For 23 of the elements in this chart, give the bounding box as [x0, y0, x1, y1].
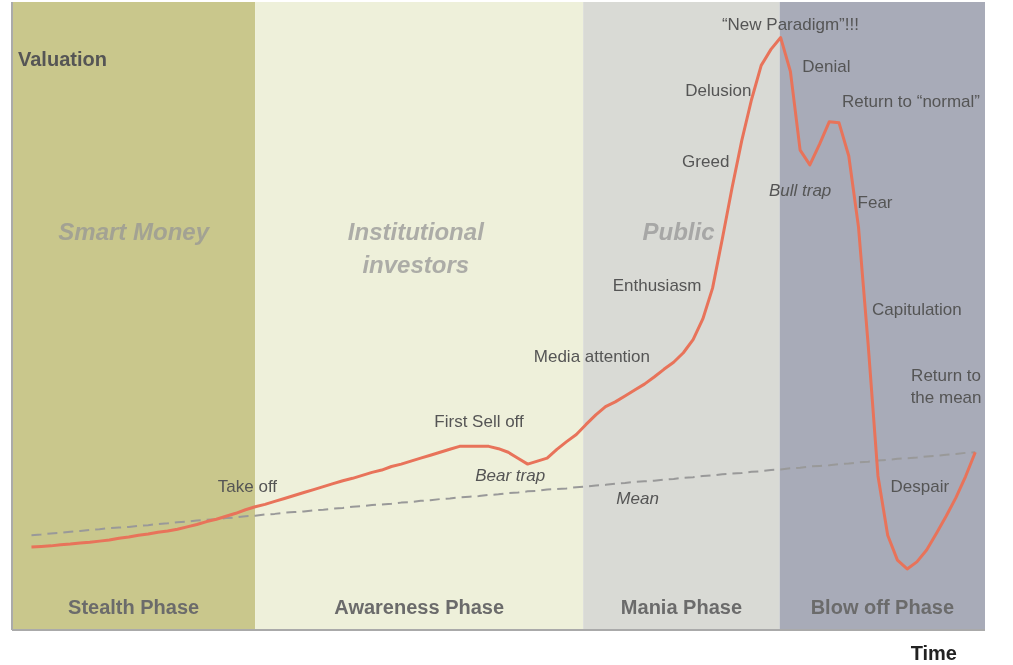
- annotation: Return to the mean: [910, 365, 982, 407]
- annotation: Mean: [616, 489, 659, 509]
- annotation: Blow off Phase: [810, 595, 955, 618]
- annotation: Fear: [857, 193, 893, 213]
- annotation: Bear trap: [475, 465, 546, 485]
- annotation: Despair: [890, 477, 950, 497]
- annotation: First Sell off: [434, 412, 525, 432]
- annotation: Greed: [682, 151, 730, 171]
- annotation: Awareness Phase: [334, 595, 505, 618]
- annotation: Denial: [802, 56, 851, 76]
- annotation: Institutional investors: [347, 217, 486, 278]
- annotation: Delusion: [685, 80, 752, 100]
- annotation: Media attention: [533, 347, 651, 367]
- annotation: Take off: [217, 477, 278, 497]
- y-axis-title: Valuation: [18, 47, 107, 70]
- annotation: Bull trap: [768, 181, 832, 201]
- annotation: Stealth Phase: [68, 595, 200, 618]
- annotation: Return to “normal”: [842, 92, 981, 112]
- text: “New Paradigm”!!!: [721, 15, 859, 35]
- annotation: Mania Phase: [620, 595, 743, 618]
- annotation: Enthusiasm: [612, 276, 702, 296]
- x-axis-title: Time: [910, 641, 957, 664]
- annotation: Capitulation: [872, 299, 962, 319]
